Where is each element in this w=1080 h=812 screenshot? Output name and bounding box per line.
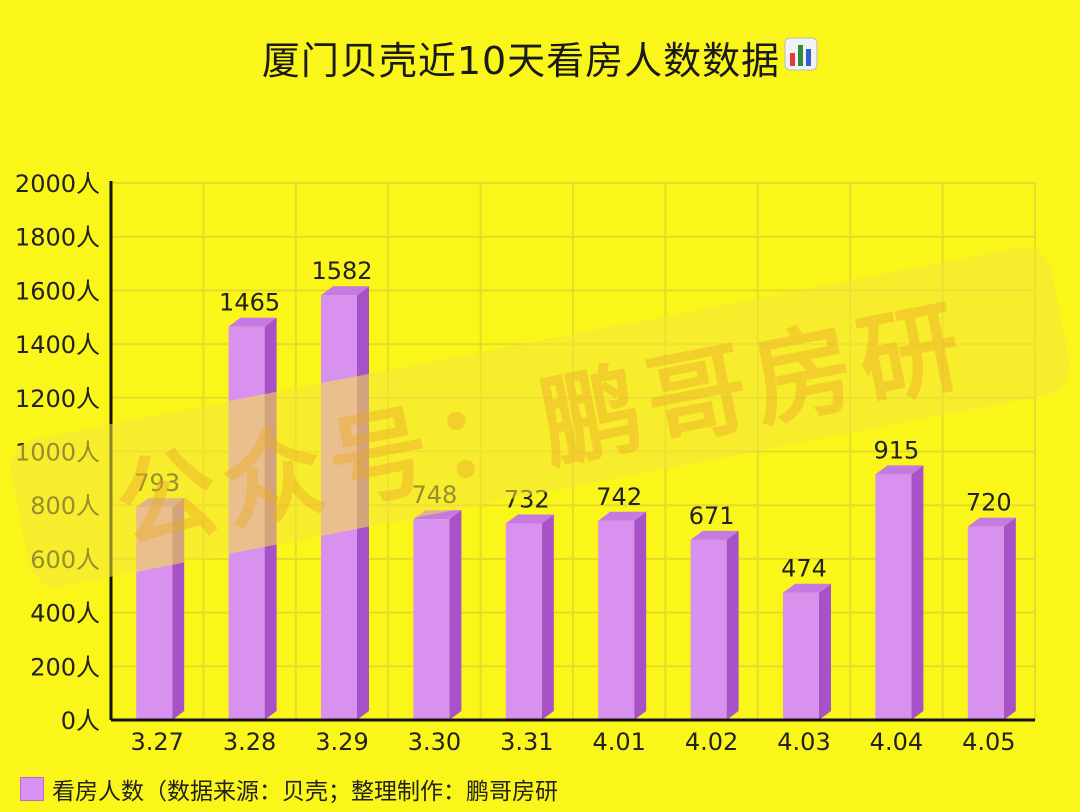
legend-label: 看房人数（数据来源：贝壳；整理制作：鹏哥房研 <box>52 779 558 805</box>
bar-side <box>449 510 462 720</box>
x-tick-label: 3.28 <box>223 728 276 756</box>
bar <box>967 526 1004 720</box>
data-label: 732 <box>504 485 550 513</box>
data-label: 1582 <box>311 257 372 285</box>
bar <box>321 295 357 720</box>
bar-side <box>726 530 739 720</box>
bar-side <box>634 511 647 720</box>
y-tick-label: 400人 <box>30 600 100 628</box>
x-tick-label: 4.03 <box>777 728 830 756</box>
x-tick-label: 3.27 <box>130 728 183 756</box>
y-tick-label: 1400人 <box>15 331 100 359</box>
data-label: 474 <box>781 555 827 583</box>
x-tick-label: 3.29 <box>315 728 368 756</box>
y-tick-label: 1600人 <box>15 277 100 305</box>
chart-title: 厦门贝壳近10天看房人数数据 <box>0 30 1080 85</box>
bar-side <box>172 498 185 720</box>
bar <box>228 326 265 720</box>
y-tick-label: 1000人 <box>15 439 100 467</box>
legend: 看房人数（数据来源：贝壳；整理制作：鹏哥房研 <box>20 772 558 806</box>
data-label: 915 <box>873 436 919 464</box>
x-tick-label: 4.04 <box>870 728 923 756</box>
y-tick-label: 0人 <box>61 707 100 735</box>
legend-swatch <box>20 777 44 801</box>
y-tick-label: 600人 <box>30 546 100 574</box>
y-tick-label: 2000人 <box>15 170 100 198</box>
data-label: 720 <box>966 489 1012 517</box>
chart-title-text: 厦门贝壳近10天看房人数数据 <box>261 39 781 83</box>
bar-side <box>1003 517 1016 720</box>
data-label: 1465 <box>219 289 280 317</box>
data-label: 748 <box>411 481 457 509</box>
data-label: 742 <box>596 483 642 511</box>
bar-side <box>911 465 924 720</box>
x-tick-label: 4.05 <box>962 728 1015 756</box>
bar <box>413 519 450 720</box>
x-tick-label: 4.01 <box>592 728 645 756</box>
y-tick-label: 1800人 <box>15 224 100 252</box>
data-label: 671 <box>689 502 735 530</box>
x-tick-label: 4.02 <box>685 728 738 756</box>
bar-side <box>264 317 277 720</box>
bar-chart-emoji-icon <box>784 36 818 80</box>
bar <box>690 539 727 720</box>
bar <box>783 592 819 720</box>
y-tick-label: 800人 <box>30 492 100 520</box>
bar-side <box>357 286 369 720</box>
bar-side <box>541 514 554 720</box>
bar-side <box>819 583 831 720</box>
x-tick-label: 3.31 <box>500 728 553 756</box>
bar <box>875 474 912 720</box>
y-tick-label: 1200人 <box>15 385 100 413</box>
data-label: 793 <box>134 469 180 497</box>
bar <box>505 523 542 720</box>
y-tick-label: 200人 <box>30 653 100 681</box>
bar <box>136 507 173 720</box>
bar <box>598 520 635 720</box>
x-tick-label: 3.30 <box>408 728 461 756</box>
